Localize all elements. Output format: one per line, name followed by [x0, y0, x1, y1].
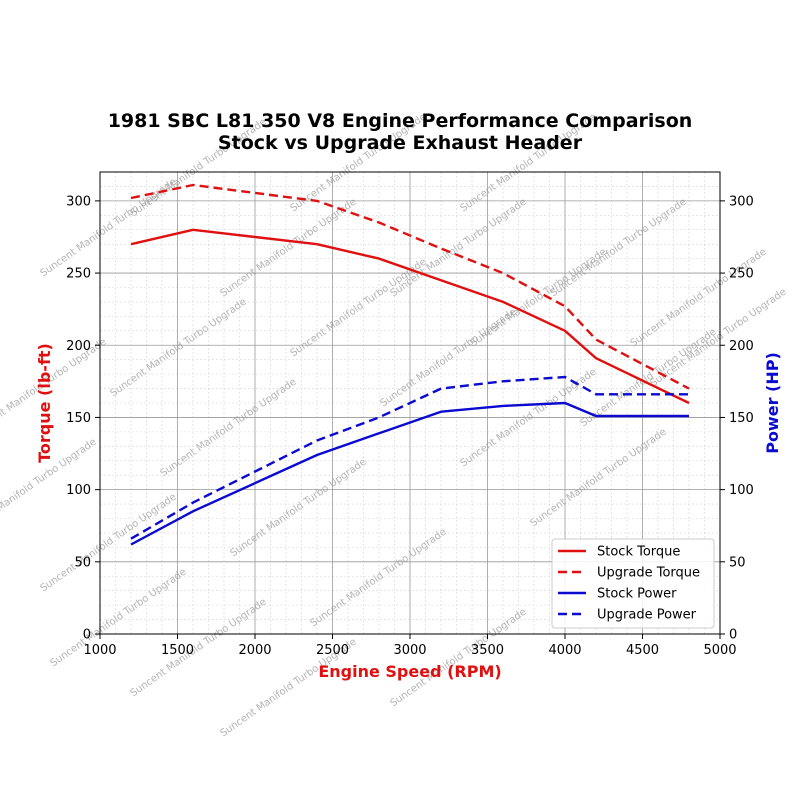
chart-title-line2: Stock vs Upgrade Exhaust Header — [218, 132, 583, 154]
x-tick-label: 1000 — [83, 643, 116, 658]
watermark-text: Suncent Manifold Turbo Upgrade — [628, 247, 768, 350]
left-tick-label: 300 — [66, 194, 91, 209]
series-line-stock-torque — [130, 228, 690, 405]
series-layer — [130, 183, 690, 546]
right-tick-label: 200 — [729, 339, 754, 354]
right-tick-label: 150 — [729, 411, 754, 426]
series-line-upgrade-torque — [130, 183, 690, 390]
x-tick-label: 3500 — [471, 643, 504, 658]
right-axis-ticks: 0 50 100 150 200 250 300 — [720, 194, 754, 643]
watermark-text: Suncent Manifold Turbo Upgrade — [458, 367, 598, 470]
left-tick-label: 150 — [66, 411, 91, 426]
x-axis-label: Engine Speed (RPM) — [318, 662, 501, 681]
x-tick-label: 4500 — [626, 643, 659, 658]
x-tick-label: 1500 — [161, 643, 194, 658]
x-tick-label: 5000 — [703, 643, 736, 658]
left-axis-ticks: 0 50 100 150 200 250 300 — [66, 194, 100, 643]
watermark-text: Suncent Manifold Turbo Upgrade — [158, 377, 298, 480]
legend-box — [551, 538, 715, 629]
watermark-text: Suncent Manifold Turbo Upgrade — [288, 257, 428, 360]
x-tick-label: 4000 — [548, 643, 581, 658]
right-tick-label: 50 — [729, 555, 746, 570]
series-line-stock-power — [130, 401, 689, 546]
watermark-text: Suncent Manifold Turbo Upgrade — [388, 197, 528, 300]
legend-label-upgrade-power: Upgrade Power — [597, 608, 697, 623]
left-tick-label: 100 — [66, 483, 91, 498]
watermark-text: Suncent Manifold Turbo Upgrade — [38, 492, 178, 595]
watermark-text: Suncent Manifold Turbo Upgrade — [308, 527, 448, 630]
x-tick-label: 3000 — [393, 643, 426, 658]
series-line-upgrade-power — [130, 375, 689, 540]
watermark-text: Suncent Manifold Turbo Upgrade — [228, 457, 368, 560]
right-axis-label: Power (HP) — [763, 352, 782, 454]
right-tick-label: 300 — [729, 194, 754, 209]
legend-label-stock-power: Stock Power — [597, 587, 677, 602]
right-tick-label: 100 — [729, 483, 754, 498]
watermark-text: Suncent Manifold Turbo Upgrade — [378, 307, 518, 410]
left-tick-label: 0 — [83, 628, 91, 643]
x-axis-ticks: 1000 1500 2000 2500 3000 3500 4000 4500 5000 — [83, 634, 737, 658]
left-tick-label: 250 — [66, 267, 91, 282]
left-axis-label: Torque (lb-ft) — [35, 343, 54, 463]
legend: Stock Torque Upgrade Torque Stock Power Upg… — [551, 538, 715, 629]
left-tick-label: 200 — [66, 339, 91, 354]
chart-title-line1: 1981 SBC L81 350 V8 Engine Performance C… — [108, 110, 693, 132]
legend-label-upgrade-torque: Upgrade Torque — [597, 566, 700, 581]
x-tick-label: 2000 — [238, 643, 271, 658]
watermark-text: Suncent Manifold Turbo Upgrade — [0, 337, 109, 440]
x-tick-label: 2500 — [316, 643, 349, 658]
right-tick-label: 0 — [729, 628, 737, 643]
legend-label-stock-torque: Stock Torque — [597, 545, 680, 560]
watermark-text: Suncent Manifold Turbo Upgrade — [548, 197, 688, 300]
watermark-text: Suncent Manifold Turbo Upgrade — [108, 297, 248, 400]
left-tick-label: 50 — [74, 555, 91, 570]
right-tick-label: 250 — [729, 267, 754, 282]
